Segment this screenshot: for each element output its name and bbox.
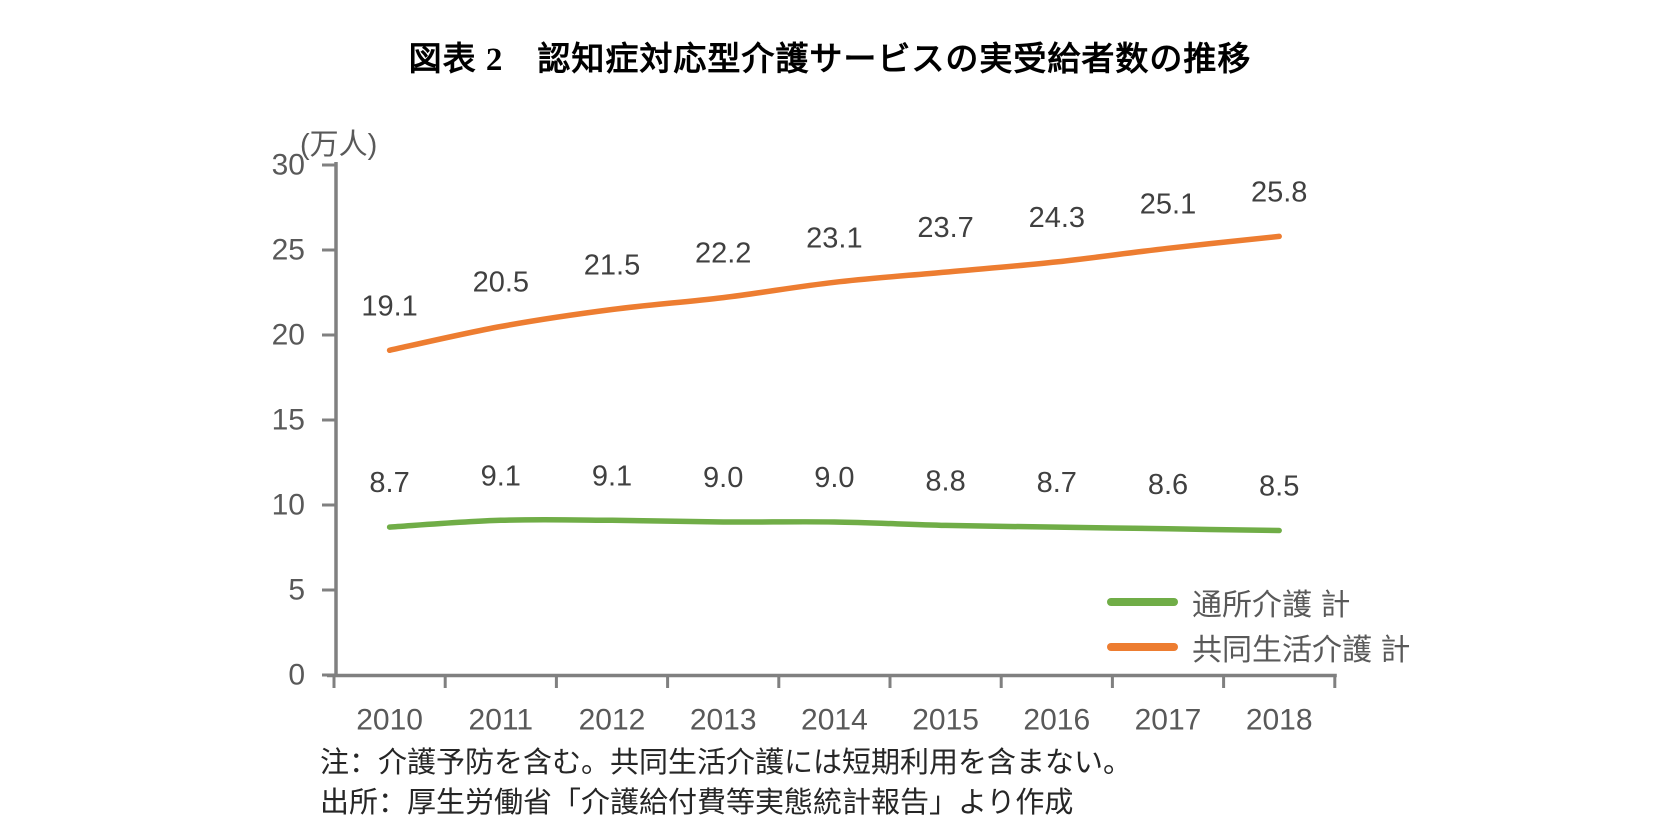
legend: 通所介護 計 共同生活介護 計 [1107, 585, 1410, 675]
data-label: 23.1 [806, 222, 862, 254]
y-tick-label: 30 [272, 149, 305, 182]
data-label: 19.1 [361, 290, 417, 322]
y-tick-label: 10 [272, 489, 305, 522]
legend-label-group-living: 共同生活介護 計 [1192, 634, 1411, 667]
data-label: 9.0 [703, 462, 743, 494]
data-label: 22.2 [695, 238, 751, 270]
legend-item-group-living: 共同生活介護 計 [1107, 630, 1410, 667]
data-label: 24.3 [1029, 202, 1085, 234]
data-label: 9.1 [592, 460, 632, 492]
x-axis-label: 2010 [356, 704, 423, 737]
y-tick-label: 0 [288, 659, 305, 692]
source-text: 出所：厚生労働省「介護給付費等実態統計報告」より作成 [320, 787, 1074, 819]
data-label: 23.7 [917, 212, 973, 244]
data-label: 8.7 [369, 467, 409, 499]
y-axis-unit-label: (万人) [300, 129, 378, 161]
data-label: 25.8 [1251, 176, 1307, 208]
x-axis-label: 2015 [912, 704, 979, 737]
x-axis-label: 2016 [1023, 704, 1090, 737]
x-axis-label: 2018 [1246, 704, 1313, 737]
chart-title: 図表 2 認知症対応型介護サービスの実受給者数の推移 [408, 42, 1252, 78]
data-label: 21.5 [584, 250, 640, 282]
data-label: 8.5 [1259, 471, 1299, 503]
x-axis-label: 2017 [1135, 704, 1202, 737]
data-label: 25.1 [1140, 188, 1196, 220]
legend-line-green-icon [1107, 598, 1178, 606]
x-axis-label: 2013 [690, 704, 757, 737]
legend-line-orange-icon [1107, 643, 1178, 651]
series-line-day-care [386, 516, 1282, 534]
x-axis-label: 2012 [579, 704, 646, 737]
series-line-group-living-care [386, 233, 1282, 354]
legend-label-day-care: 通所介護 計 [1192, 589, 1351, 622]
y-tick-label: 5 [288, 574, 305, 607]
x-axis-label: 2014 [801, 704, 868, 737]
x-axis-label: 2011 [469, 704, 534, 737]
note-text: 注：介護予防を含む。共同生活介護には短期利用を含まない。 [320, 747, 1133, 779]
data-label: 9.1 [481, 460, 521, 492]
data-label: 20.5 [473, 267, 529, 299]
data-label: 8.7 [1037, 467, 1077, 499]
legend-item-day-care: 通所介護 計 [1107, 585, 1410, 622]
y-tick-label: 25 [272, 234, 305, 267]
y-tick-label: 20 [272, 319, 305, 352]
data-label: 9.0 [814, 462, 854, 494]
data-label: 8.6 [1148, 469, 1188, 501]
y-tick-label: 15 [272, 404, 305, 437]
data-label: 8.8 [925, 465, 965, 497]
